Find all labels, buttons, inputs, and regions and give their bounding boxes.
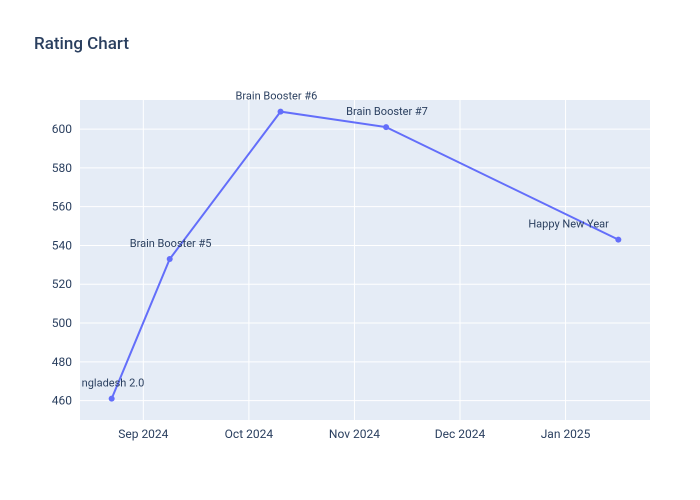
y-tick-label: 460 [52,394,72,408]
data-point-label: ngladesh 2.0 [82,377,145,390]
y-tick-label: 600 [52,122,72,136]
data-point-label: Happy New Year [528,218,609,231]
y-tick-label: 500 [52,316,72,330]
x-tick-label: Nov 2024 [329,427,380,441]
y-tick-label: 520 [52,277,72,291]
x-tick-label: Jan 2025 [541,427,591,441]
plot-background [80,100,650,420]
data-point[interactable] [383,124,389,130]
chart-title: Rating Chart [34,34,129,54]
data-point-label: Brain Booster #6 [236,90,318,103]
data-point-label: Brain Booster #5 [130,237,212,250]
data-point[interactable] [615,237,621,243]
data-point-label: Brain Booster #7 [346,105,428,118]
chart-plot-area: 460 480 500 520 540 560 580 600 Sep 2024 Oct 2024… [30,90,680,450]
x-tick-label: Sep 2024 [118,427,168,441]
y-tick-label: 480 [52,355,72,369]
y-tick-label: 540 [52,238,72,252]
x-tick-label: Dec 2024 [435,427,486,441]
data-point[interactable] [167,256,173,262]
y-tick-label: 560 [52,200,72,214]
x-tick-label: Oct 2024 [225,427,274,441]
data-point[interactable] [278,109,284,115]
data-point[interactable] [109,396,115,402]
y-tick-label: 580 [52,161,72,175]
rating-chart: Rating Chart 460 480 500 520 540 560 580 600 Sep… [0,0,700,500]
